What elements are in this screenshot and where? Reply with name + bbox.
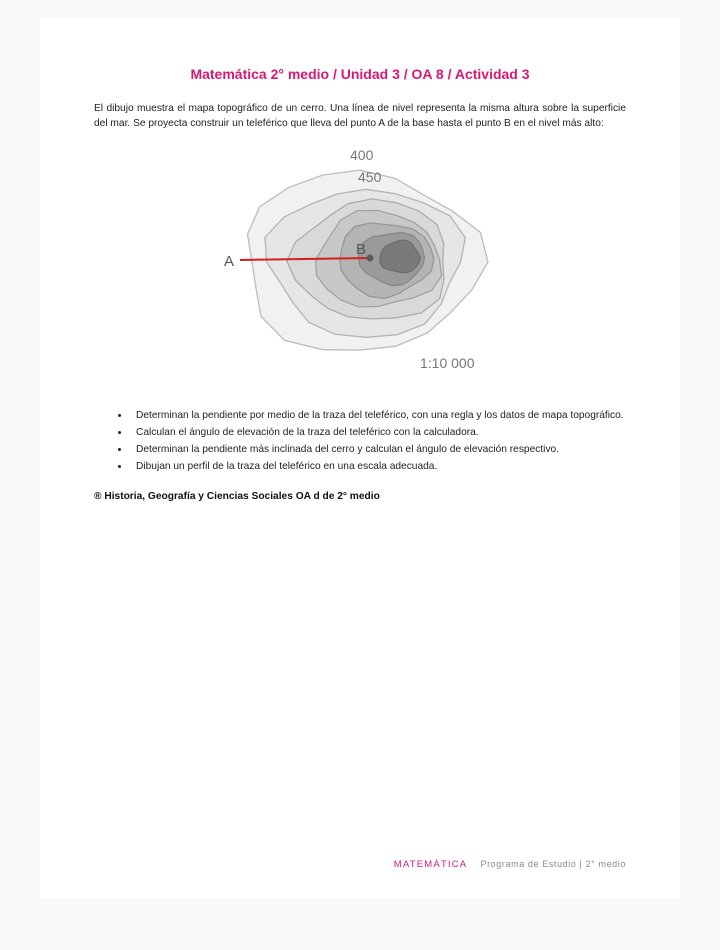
topo-svg: 400 450 A B 1:10 000	[210, 142, 510, 387]
curricular-relation: ® Historia, Geografía y Ciencias Sociale…	[94, 491, 626, 502]
intro-paragraph: El dibujo muestra el mapa topográfico de…	[94, 102, 626, 132]
topographic-diagram: 400 450 A B 1:10 000	[210, 142, 510, 392]
footer-rest-text: Programa de Estudio | 2° medio	[480, 859, 626, 869]
label-point-a: A	[224, 253, 234, 270]
label-450: 450	[358, 169, 382, 185]
document-page: Matemática 2° medio / Unidad 3 / OA 8 / …	[40, 18, 680, 898]
title-text: Matemática 2° medio / Unidad 3 / OA 8 / …	[190, 66, 529, 82]
label-point-b: B	[356, 241, 366, 258]
task-list: Determinan la pendiente por medio de la …	[94, 408, 626, 475]
point-b-marker	[367, 254, 374, 261]
task-item: Dibujan un perfil de la traza del telefé…	[130, 459, 626, 474]
task-item: Determinan la pendiente más inclinada de…	[130, 442, 626, 457]
footer-subject: MATEMÁTICA	[394, 859, 468, 870]
task-item: Calculan el ángulo de elevación de la tr…	[130, 425, 626, 440]
page-footer: MATEMÁTICA Programa de Estudio | 2° medi…	[394, 859, 626, 870]
label-400: 400	[350, 147, 374, 163]
footer-rest: Programa de Estudio | 2° medio	[471, 859, 626, 869]
label-scale: 1:10 000	[420, 355, 475, 371]
task-item: Determinan la pendiente por medio de la …	[130, 408, 626, 423]
page-title: Matemática 2° medio / Unidad 3 / OA 8 / …	[94, 66, 626, 82]
